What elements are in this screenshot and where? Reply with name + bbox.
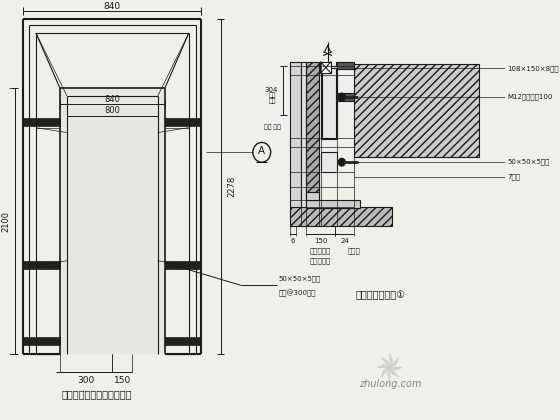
Text: 24: 24 — [340, 238, 349, 244]
Text: 304: 304 — [264, 87, 278, 93]
Text: 2278: 2278 — [227, 176, 236, 197]
Text: 800: 800 — [104, 106, 120, 116]
Polygon shape — [390, 354, 392, 368]
Polygon shape — [390, 357, 399, 368]
Bar — [60, 88, 165, 354]
Text: M12膨胀螺栓100: M12膨胀螺栓100 — [507, 94, 553, 100]
Text: 花岗岩: 花岗岩 — [348, 248, 361, 254]
Polygon shape — [390, 368, 399, 377]
Bar — [290, 207, 393, 226]
Bar — [165, 261, 201, 269]
Text: 刻距@300双向: 刻距@300双向 — [279, 289, 316, 297]
Text: 50×50×5钢管: 50×50×5钢管 — [507, 159, 549, 165]
Text: 150: 150 — [314, 238, 327, 244]
Text: 电梯套干挂龙骨位置示意图: 电梯套干挂龙骨位置示意图 — [61, 389, 132, 399]
Circle shape — [338, 93, 346, 101]
Bar — [306, 200, 360, 207]
Bar — [335, 93, 354, 101]
Bar — [306, 192, 319, 199]
Bar — [165, 337, 201, 345]
Text: 花岗岩地面: 花岗岩地面 — [310, 257, 331, 264]
Polygon shape — [388, 368, 390, 381]
Text: 龙骨 钢管: 龙骨 钢管 — [264, 125, 281, 131]
Bar — [354, 63, 479, 157]
Text: zhulong.com: zhulong.com — [358, 379, 421, 389]
Text: 门套一详大样图①: 门套一详大样图① — [356, 290, 406, 300]
Text: 108×150×8钢板: 108×150×8钢板 — [507, 65, 559, 72]
Bar — [290, 62, 301, 219]
Bar — [337, 62, 354, 69]
Text: 2100: 2100 — [1, 211, 10, 232]
Bar — [321, 152, 337, 172]
Text: 大理石饰面: 大理石饰面 — [310, 248, 331, 254]
Bar — [306, 62, 319, 219]
Text: 150: 150 — [114, 375, 131, 385]
Polygon shape — [381, 368, 390, 377]
Bar — [24, 261, 60, 269]
Polygon shape — [390, 368, 402, 370]
Text: 板材
饰面: 板材 饰面 — [269, 92, 276, 104]
Text: 840: 840 — [104, 94, 120, 104]
Polygon shape — [377, 365, 390, 368]
Text: 50×50×5钢管: 50×50×5钢管 — [279, 276, 321, 283]
Circle shape — [338, 158, 346, 166]
Polygon shape — [381, 357, 390, 368]
Text: A: A — [258, 146, 265, 156]
Text: 840: 840 — [104, 2, 121, 11]
Bar — [321, 66, 337, 139]
Text: 7级板: 7级板 — [507, 173, 520, 180]
Bar — [301, 62, 306, 219]
Bar — [322, 68, 335, 137]
Bar — [24, 118, 60, 126]
Bar — [24, 337, 60, 345]
Text: 300: 300 — [77, 375, 95, 385]
Bar — [320, 62, 331, 74]
Bar — [165, 118, 201, 126]
Text: 6: 6 — [291, 238, 295, 244]
